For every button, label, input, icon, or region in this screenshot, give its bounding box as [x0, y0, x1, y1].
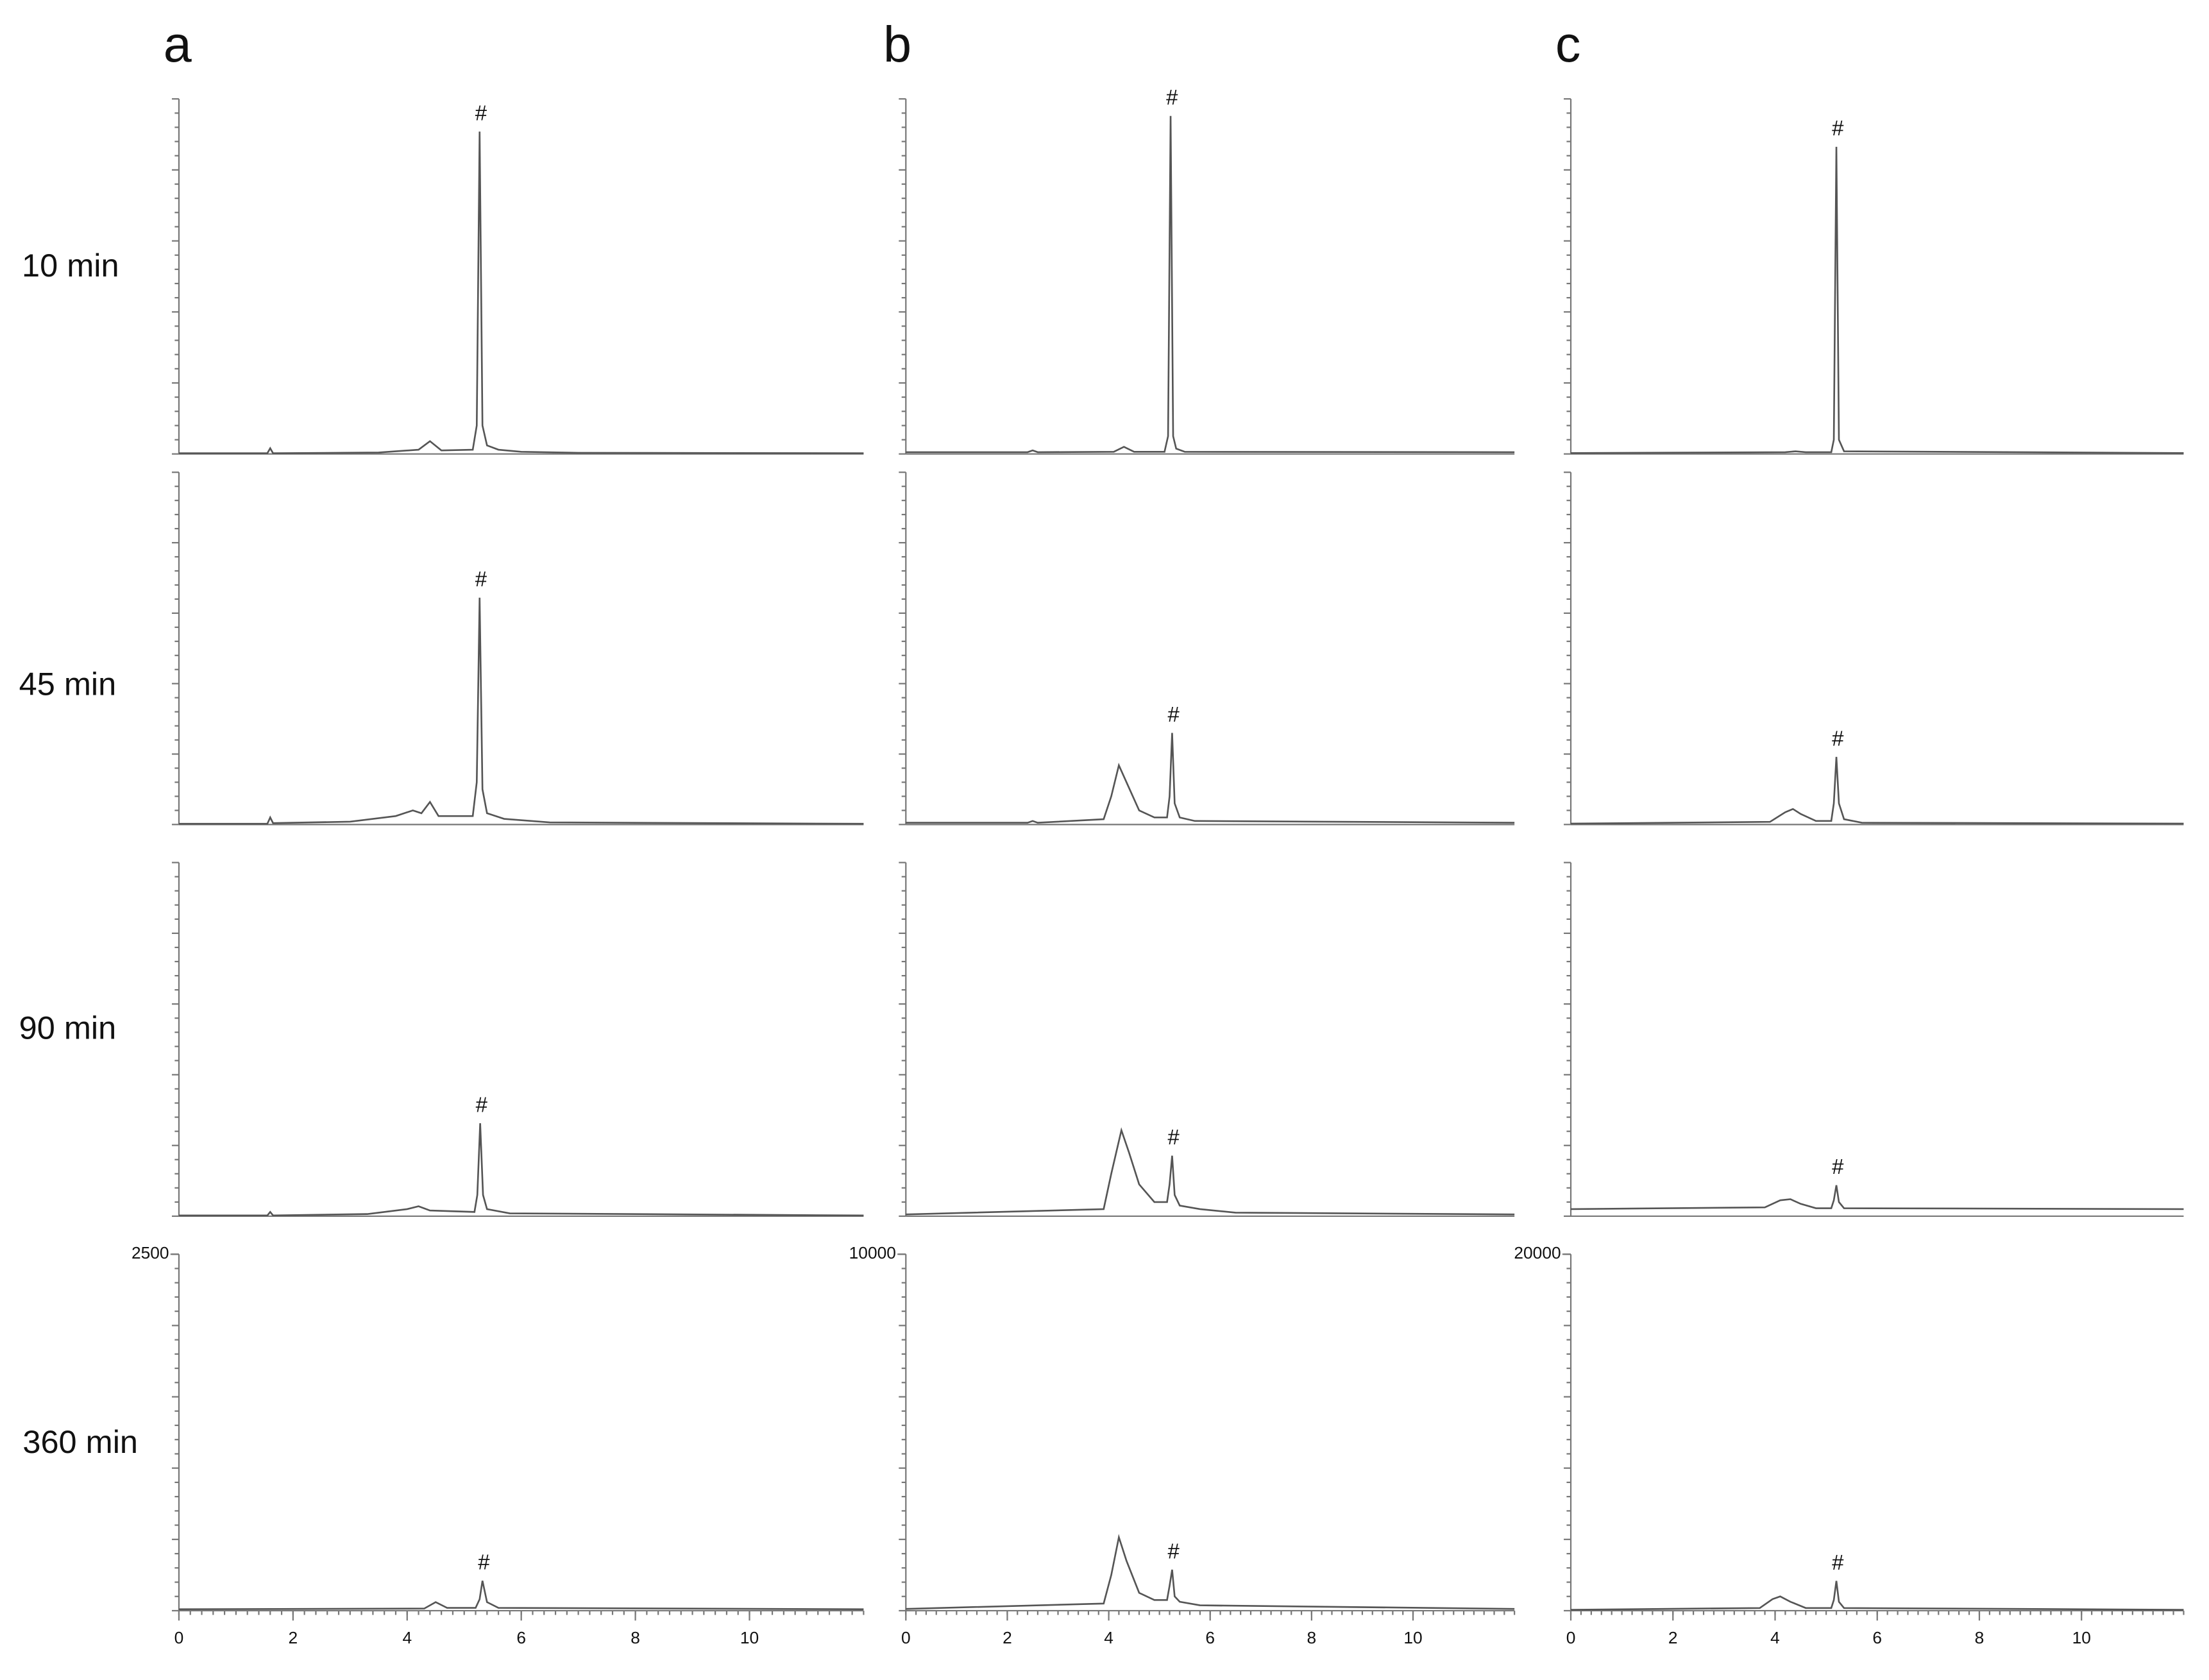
peak-annotation: # [1832, 1550, 1844, 1574]
peak-annotation: # [1167, 1539, 1180, 1563]
x-tick-label: 2 [1003, 1628, 1012, 1647]
chromatogram-line [906, 115, 1515, 454]
peak-annotation: # [476, 1092, 488, 1116]
chromatogram-line [1571, 756, 2184, 825]
chromatogram-line [1571, 146, 2184, 454]
x-tick-label: 8 [1975, 1628, 1985, 1647]
x-tick-label: 8 [1307, 1628, 1317, 1647]
panel-label: a [164, 15, 192, 72]
y-tick-label: 2500 [131, 1243, 169, 1262]
row-label: 90 min [19, 1009, 117, 1046]
chromatogram-line [906, 733, 1515, 824]
chromatogram-line [1571, 1581, 2184, 1611]
peak-annotation: # [1832, 1155, 1844, 1178]
x-tick-label: 4 [402, 1628, 412, 1647]
chromatogram-line [178, 1580, 864, 1611]
x-tick-label: 6 [1205, 1628, 1215, 1647]
x-tick-label: 10 [2072, 1628, 2091, 1647]
peak-annotation: # [475, 567, 487, 591]
x-tick-label: 4 [1104, 1628, 1113, 1647]
chromatogram-line [906, 1534, 1515, 1610]
peak-annotation: # [1166, 85, 1178, 109]
peak-annotation: # [1167, 1125, 1180, 1149]
panel-label: c [1555, 15, 1581, 72]
x-tick-label: 0 [1566, 1628, 1576, 1647]
x-tick-label: 2 [1668, 1628, 1678, 1647]
peak-annotation: # [478, 1550, 490, 1574]
x-tick-label: 10 [740, 1628, 759, 1647]
x-tick-label: 4 [1770, 1628, 1780, 1647]
x-tick-label: 2 [289, 1628, 298, 1647]
x-tick-label: 10 [1403, 1628, 1422, 1647]
chromatogram-line [906, 1127, 1515, 1216]
x-tick-label: 0 [901, 1628, 911, 1647]
y-tick-label: 10000 [849, 1243, 896, 1262]
y-tick-label: 20000 [1514, 1243, 1561, 1262]
row-label: 360 min [22, 1423, 138, 1460]
chromatogram-line [1571, 1185, 2184, 1210]
x-tick-label: 8 [631, 1628, 640, 1647]
chromatogram-line [178, 132, 864, 454]
peak-annotation: # [475, 101, 487, 124]
row-label: 10 min [22, 247, 119, 284]
peak-annotation: # [1832, 116, 1844, 140]
row-label: 45 min [19, 665, 117, 702]
chromatogram-line [178, 1123, 864, 1217]
peak-annotation: # [1167, 702, 1180, 726]
x-tick-label: 0 [174, 1628, 184, 1647]
chromatogram-line [178, 597, 864, 825]
panel-label: b [883, 15, 911, 72]
x-tick-label: 6 [1872, 1628, 1882, 1647]
x-tick-label: 6 [516, 1628, 526, 1647]
peak-annotation: # [1832, 726, 1844, 750]
